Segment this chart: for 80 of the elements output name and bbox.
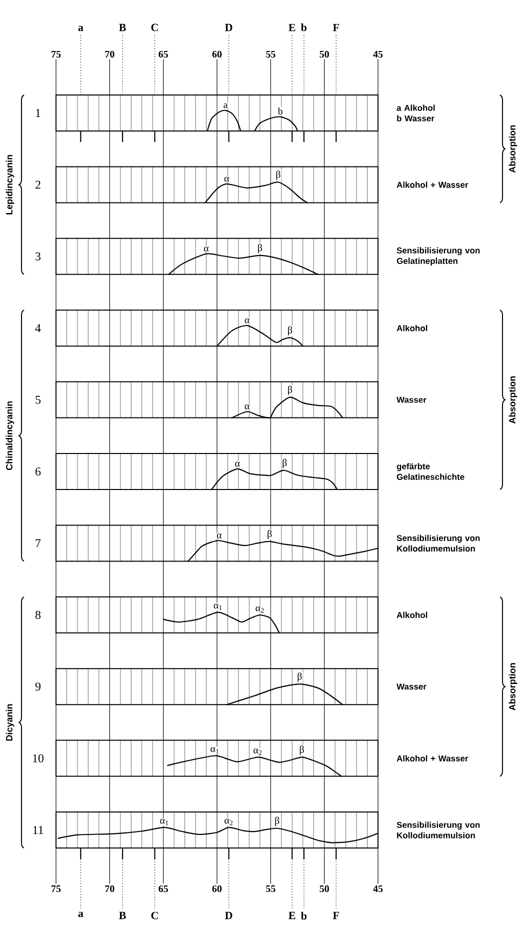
annotation: β [282, 458, 287, 468]
text: Wasser [396, 396, 426, 403]
annotation: β [300, 746, 304, 755]
x-tick-label: 65 [158, 885, 168, 892]
text: Alkohol + Wasser [396, 182, 468, 188]
chart-title: 6 [36, 467, 41, 476]
x-tick-label: 70 [105, 885, 114, 892]
annotation: b [278, 107, 282, 115]
annotation: α [244, 318, 250, 324]
chart-title: 11 [33, 826, 44, 834]
y2-axis-title: Absorption [508, 376, 518, 424]
y2-axis-title: Absorption [508, 125, 518, 173]
chart-title: 1 [36, 109, 40, 117]
ref-line-label: a [78, 912, 84, 918]
ref-line-label: E [288, 24, 296, 32]
x-tick-label: 50 [320, 50, 329, 58]
x-tick-label: 45 [373, 885, 383, 892]
chart-title: 8 [35, 610, 41, 619]
ref-line-label: B [119, 912, 126, 920]
x-tick-label: 55 [266, 50, 276, 58]
x-tick-label: 50 [320, 885, 329, 892]
annotation: β [275, 816, 280, 826]
text: Sensibilisierung von Gelatineplatten [396, 247, 480, 266]
x-tick-label: 60 [212, 885, 222, 892]
chart-title: 3 [36, 252, 41, 260]
x-tick-label: 65 [158, 50, 168, 58]
chart-title: 5 [36, 396, 41, 404]
y-axis-title: Lepidincyanin [6, 155, 14, 214]
x-tick-label: 70 [105, 50, 114, 58]
ref-line-label: F [332, 912, 339, 920]
annotation: α [224, 176, 230, 182]
ref-line-label: E [288, 912, 296, 920]
chart-title: 10 [33, 754, 44, 762]
ref-line-label: C [151, 912, 158, 920]
text: b Wasser [397, 115, 434, 122]
annotation: a [224, 103, 228, 108]
annotation: β [276, 170, 280, 180]
ref-line-label: b [301, 23, 307, 32]
ref-line-label: a [78, 26, 84, 32]
annotation: β [298, 672, 302, 682]
annotation: β [268, 530, 272, 540]
x-tick-label: 60 [212, 50, 222, 58]
text: gefärbte Gelatineschichte [396, 463, 464, 480]
text: Wasser [396, 684, 426, 690]
x-tick-label: 75 [52, 50, 61, 58]
chart-title: 2 [36, 180, 40, 189]
annotation: α$_{2}$ [254, 748, 262, 755]
text: Sensibilisierung von Kollodiumemulsion [396, 534, 480, 552]
annotation: α$_{2}$ [256, 606, 264, 613]
annotation: β [288, 386, 292, 395]
text: Alkohol [396, 612, 428, 618]
x-tick-label: 75 [52, 885, 61, 892]
text: Sensibilisierung von Kollodiumemulsion [396, 822, 480, 838]
ref-line-label: F [332, 24, 339, 32]
annotation: α [204, 246, 209, 252]
y-axis-title: Chinaldincyanin [6, 401, 14, 470]
x-tick-label: 45 [373, 50, 383, 58]
text: Alkohol + Wasser [396, 755, 468, 762]
ref-line-label: B [119, 24, 126, 32]
ref-line-label: D [225, 912, 232, 920]
y2-axis-title: Absorption [508, 663, 518, 710]
chart-title: 9 [35, 682, 41, 691]
annotation: α$_{1}$ [160, 818, 168, 826]
annotation: α$_{1}$ [214, 604, 222, 610]
annotation: α [244, 404, 250, 410]
annotation: β [258, 244, 262, 254]
chart-title: 7 [36, 539, 41, 548]
annotation: α$_{2}$ [224, 818, 233, 826]
ref-line-label: b [301, 912, 307, 920]
annotation: α [216, 534, 222, 538]
ref-line-label: D [225, 24, 232, 32]
x-tick-label: 55 [266, 885, 276, 892]
ref-line-label: C [151, 24, 158, 32]
text: a Alkohol [396, 104, 435, 111]
annotation: α$_{1}$ [210, 747, 219, 754]
annotation: β [288, 326, 292, 336]
text: Alkohol [396, 324, 428, 332]
annotation: α [235, 462, 240, 467]
chart-title: 4 [35, 324, 41, 332]
y-axis-title: Dicyanin [6, 704, 14, 741]
